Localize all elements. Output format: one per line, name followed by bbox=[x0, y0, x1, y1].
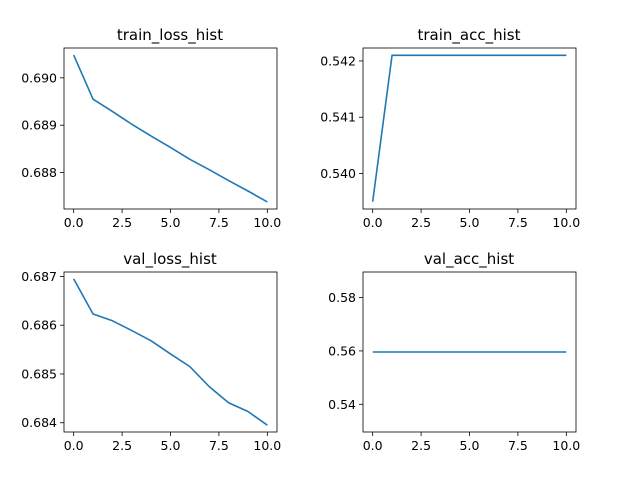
series-line-0 bbox=[72, 54, 268, 203]
y-axis: 0.54 0.56 0.58 bbox=[328, 290, 363, 412]
y-tick-label: 0.687 bbox=[21, 269, 57, 284]
y-tick-label: 0.690 bbox=[21, 70, 57, 85]
series-line-0 bbox=[371, 54, 567, 202]
x-tick-label: 10.0 bbox=[552, 215, 580, 230]
y-tick-label: 0.686 bbox=[21, 318, 57, 333]
y-tick-label: 0.542 bbox=[320, 53, 356, 68]
y-axis: 0.688 0.689 0.690 bbox=[21, 70, 64, 180]
x-tick-label: 7.5 bbox=[508, 215, 528, 230]
subplot-train-loss: train_loss_hist 0.0 2.5 5.0 7.5 10.0 0.6880.… bbox=[21, 26, 281, 230]
x-tick-label: 10.0 bbox=[253, 215, 281, 230]
x-tick-label: 0.0 bbox=[64, 438, 84, 453]
y-tick-label: 0.689 bbox=[21, 118, 57, 133]
y-tick-label: 0.685 bbox=[21, 366, 57, 381]
x-tick-label: 0.0 bbox=[64, 215, 84, 230]
subplot-title: train_loss_hist bbox=[117, 26, 223, 45]
y-tick-label: 0.684 bbox=[21, 415, 57, 430]
series-line-0 bbox=[72, 278, 268, 426]
x-tick-label: 5.0 bbox=[161, 438, 181, 453]
x-tick-label: 7.5 bbox=[209, 438, 229, 453]
y-axis: 0.684 0.685 0.686 0.687 bbox=[21, 269, 64, 430]
x-tick-label: 5.0 bbox=[460, 438, 480, 453]
y-tick-label: 0.688 bbox=[21, 165, 57, 180]
series-layer bbox=[72, 278, 268, 426]
x-tick-label: 0.0 bbox=[363, 215, 383, 230]
series-layer bbox=[72, 54, 268, 203]
x-tick-label: 7.5 bbox=[508, 438, 528, 453]
x-axis: 0.0 2.5 5.0 7.5 10.0 bbox=[64, 432, 281, 453]
x-tick-label: 10.0 bbox=[253, 438, 281, 453]
series-layer bbox=[371, 54, 567, 202]
x-tick-label: 7.5 bbox=[209, 215, 229, 230]
subplot-val-loss: val_loss_hist 0.0 2.5 5.0 7.5 10.0 0.6840.68… bbox=[21, 250, 281, 453]
y-axis: 0.540 0.541 0.542 bbox=[320, 53, 363, 181]
x-tick-label: 2.5 bbox=[411, 215, 431, 230]
x-tick-label: 0.0 bbox=[363, 438, 383, 453]
y-tick-label: 0.58 bbox=[328, 290, 356, 305]
y-tick-label: 0.54 bbox=[328, 397, 356, 412]
y-tick-label: 0.541 bbox=[320, 110, 356, 125]
subplot-title: val_acc_hist bbox=[424, 250, 514, 269]
x-tick-label: 2.5 bbox=[411, 438, 431, 453]
x-axis: 0.0 2.5 5.0 7.5 10.0 bbox=[363, 432, 580, 453]
subplot-train-acc: train_acc_hist 0.0 2.5 5.0 7.5 10.0 0.5400.5… bbox=[320, 26, 580, 230]
x-tick-label: 2.5 bbox=[112, 438, 132, 453]
subplot-val-acc: val_acc_hist 0.0 2.5 5.0 7.5 10.0 0.540.560.… bbox=[328, 250, 580, 453]
subplot-title: val_loss_hist bbox=[123, 250, 217, 269]
y-tick-label: 0.56 bbox=[328, 343, 356, 358]
x-tick-label: 5.0 bbox=[161, 215, 181, 230]
x-tick-label: 2.5 bbox=[112, 215, 132, 230]
x-tick-label: 10.0 bbox=[552, 438, 580, 453]
x-tick-label: 5.0 bbox=[460, 215, 480, 230]
x-axis: 0.0 2.5 5.0 7.5 10.0 bbox=[64, 209, 281, 230]
x-axis: 0.0 2.5 5.0 7.5 10.0 bbox=[363, 209, 580, 230]
y-tick-label: 0.540 bbox=[320, 166, 356, 181]
subplot-title: train_acc_hist bbox=[418, 26, 521, 45]
